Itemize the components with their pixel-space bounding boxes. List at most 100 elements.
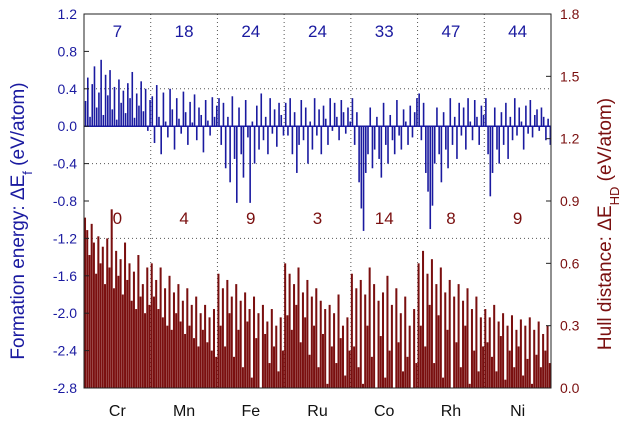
hull-distance-bar bbox=[195, 297, 197, 388]
formation-energy-bar bbox=[296, 126, 298, 173]
hull-distance-bar bbox=[511, 315, 513, 388]
hull-distance-bar bbox=[420, 326, 422, 388]
hull-distance-bar bbox=[353, 346, 355, 388]
hull-distance-bar bbox=[493, 305, 495, 388]
formation-energy-bar bbox=[441, 126, 443, 182]
hull-distance-bar bbox=[189, 326, 191, 388]
hull-distance-bar bbox=[104, 284, 106, 388]
formation-energy-bar bbox=[183, 92, 185, 127]
formation-energy-bar bbox=[378, 126, 380, 159]
hull-distance-bar bbox=[113, 288, 115, 388]
hull-distance-bar bbox=[231, 297, 233, 388]
hull-distance-bar bbox=[91, 224, 93, 388]
hull-distance-bar bbox=[351, 274, 353, 388]
hull-distance-bar bbox=[369, 267, 371, 388]
formation-energy-bar bbox=[100, 60, 102, 126]
hull-distance-bar bbox=[186, 288, 188, 388]
formation-energy-bar bbox=[176, 98, 178, 126]
hull-distance-bar bbox=[326, 384, 328, 388]
formation-energy-bar bbox=[452, 126, 454, 145]
left-tick-label: 0.8 bbox=[58, 43, 78, 59]
hull-distance-bar bbox=[360, 280, 362, 388]
formation-energy-bar bbox=[432, 126, 434, 205]
formation-energy-bar bbox=[381, 126, 383, 177]
right-tick-label: 0.3 bbox=[560, 318, 580, 334]
left-tick-label: -1.2 bbox=[53, 230, 77, 246]
hull-distance-bar bbox=[295, 305, 297, 388]
formation-energy-bar bbox=[260, 93, 262, 126]
formation-energy-bar bbox=[172, 109, 174, 126]
formation-energy-bar bbox=[434, 126, 436, 163]
formation-energy-bar bbox=[465, 126, 467, 149]
formation-energy-bar bbox=[125, 113, 127, 126]
hull-distance-bar bbox=[422, 251, 424, 388]
hull-distance-bar bbox=[413, 309, 415, 388]
hull-distance-bar bbox=[544, 351, 546, 388]
bottom-count-label: 0 bbox=[113, 209, 122, 228]
formation-energy-bar bbox=[421, 126, 423, 140]
formation-energy-bar bbox=[114, 87, 116, 126]
formation-energy-bar bbox=[534, 115, 536, 126]
formation-energy-bar bbox=[129, 98, 131, 126]
formation-energy-bar bbox=[414, 112, 416, 126]
hull-distance-bar bbox=[313, 326, 315, 388]
hull-distance-bar bbox=[180, 322, 182, 388]
formation-energy-bar bbox=[120, 103, 122, 126]
formation-energy-bar bbox=[300, 100, 302, 126]
formation-energy-bar bbox=[131, 72, 133, 126]
formation-energy-bar bbox=[383, 103, 385, 126]
formation-energy-bar bbox=[103, 115, 105, 126]
hull-distance-bar bbox=[538, 322, 540, 388]
bottom-count-label: 14 bbox=[375, 209, 394, 228]
formation-energy-bar bbox=[280, 115, 282, 126]
formation-energy-bar bbox=[151, 96, 153, 126]
formation-energy-bar bbox=[516, 126, 518, 135]
top-count-label: 33 bbox=[375, 22, 394, 41]
hull-distance-bar bbox=[100, 263, 102, 388]
right-axis-title-symbol: ΔE bbox=[595, 205, 616, 230]
hull-distance-bar bbox=[386, 276, 388, 388]
hull-distance-bar bbox=[108, 267, 110, 388]
hull-distance-bar bbox=[366, 326, 368, 388]
hull-distance-bar bbox=[206, 342, 208, 388]
hull-distance-bar bbox=[300, 342, 302, 388]
hull-distance-bar bbox=[155, 280, 157, 388]
hull-distance-bar bbox=[160, 267, 162, 388]
hull-distance-bar bbox=[164, 288, 166, 388]
hull-distance-bar bbox=[460, 367, 462, 388]
formation-energy-bar bbox=[163, 93, 165, 127]
hull-distance-bar bbox=[286, 315, 288, 388]
bottom-count-label: 9 bbox=[513, 209, 522, 228]
formation-energy-bar bbox=[505, 103, 507, 126]
hull-distance-bar bbox=[515, 330, 517, 388]
hull-distance-bar bbox=[446, 330, 448, 388]
formation-energy-bar bbox=[127, 83, 129, 126]
left-axis-title-suffix: (eV/atom) bbox=[8, 82, 29, 171]
formation-energy-bar bbox=[167, 126, 169, 137]
hull-distance-bar bbox=[507, 326, 509, 388]
bottom-count-label: 4 bbox=[179, 209, 188, 228]
hull-distance-bar bbox=[382, 292, 384, 388]
formation-energy-bar bbox=[209, 126, 211, 135]
formation-energy-bar bbox=[445, 126, 447, 149]
formation-energy-bar bbox=[145, 89, 147, 126]
hull-distance-bar bbox=[531, 384, 533, 388]
formation-energy-bar bbox=[267, 126, 269, 154]
formation-energy-bar bbox=[347, 108, 349, 127]
hull-distance-bar bbox=[335, 363, 337, 388]
hull-distance-bar bbox=[169, 276, 171, 388]
formation-energy-bar bbox=[418, 93, 420, 126]
hull-distance-bar bbox=[137, 255, 139, 388]
formation-energy-bar bbox=[238, 108, 240, 127]
right-tick-label: 1.2 bbox=[560, 131, 580, 147]
hull-distance-bar bbox=[455, 342, 457, 388]
left-tick-label: 1.2 bbox=[58, 6, 78, 22]
hull-distance-bar bbox=[453, 297, 455, 388]
hull-distance-bar bbox=[215, 357, 217, 388]
hull-distance-bar bbox=[402, 371, 404, 388]
hull-distance-bar bbox=[273, 346, 275, 388]
left-tick-label: -2.8 bbox=[53, 380, 77, 396]
formation-energy-bar bbox=[392, 126, 394, 140]
formation-energy-bar bbox=[327, 126, 329, 145]
